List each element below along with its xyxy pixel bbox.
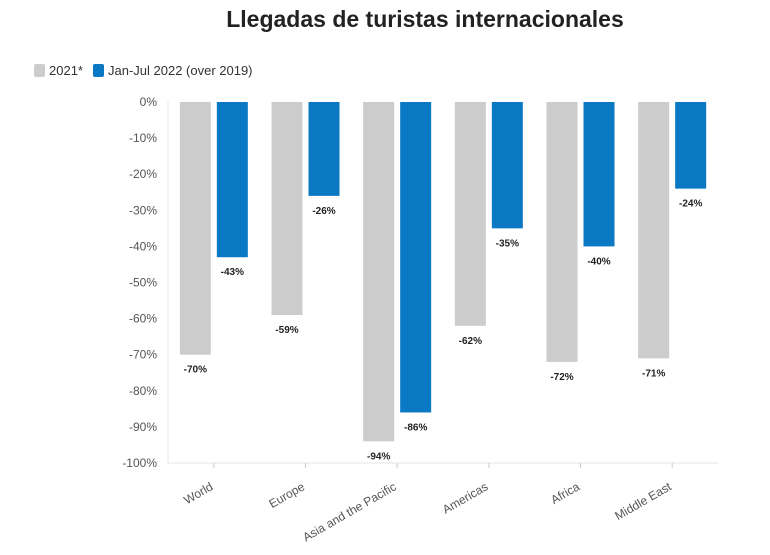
bar xyxy=(216,102,248,258)
y-tick-label: -90% xyxy=(129,420,157,434)
y-tick-label: -60% xyxy=(129,312,157,326)
bar xyxy=(179,102,211,355)
y-tick-label: -30% xyxy=(129,203,157,217)
data-label: -94% xyxy=(367,451,390,462)
legend-item-2022[interactable]: Jan-Jul 2022 (over 2019) xyxy=(92,63,253,78)
x-tick-label: World xyxy=(181,479,215,507)
x-tick-label: Africa xyxy=(548,479,582,507)
legend-label-2022: Jan-Jul 2022 (over 2019) xyxy=(107,63,253,78)
legend-item-2021[interactable]: 2021* xyxy=(34,63,83,78)
bar xyxy=(454,102,486,326)
y-tick-label: -50% xyxy=(129,276,157,290)
legend-label-2021: 2021* xyxy=(49,63,83,78)
y-tick-label: -100% xyxy=(122,456,157,470)
y-tick-label: -80% xyxy=(129,384,157,398)
bar xyxy=(308,102,340,196)
y-tick-label: -10% xyxy=(129,131,157,145)
y-tick-label: -20% xyxy=(129,167,157,181)
bar xyxy=(363,102,395,442)
bar xyxy=(638,102,670,359)
x-tick-label: Americas xyxy=(440,479,490,516)
data-label: -43% xyxy=(221,267,244,278)
bar xyxy=(546,102,578,362)
bar xyxy=(491,102,523,229)
data-label: -71% xyxy=(642,368,665,379)
bar xyxy=(583,102,615,247)
legend-swatch-2022 xyxy=(92,64,104,77)
bar xyxy=(400,102,432,413)
legend-swatch-2021 xyxy=(34,64,45,77)
data-label: -26% xyxy=(312,206,335,217)
bar xyxy=(271,102,303,315)
data-label: -40% xyxy=(587,256,610,267)
data-label: -70% xyxy=(184,365,207,376)
data-label: -72% xyxy=(550,372,573,383)
chart-legend: 2021* Jan-Jul 2022 (over 2019) xyxy=(34,63,263,78)
chart-title: Llegadas de turistas internacionales xyxy=(226,6,624,32)
bar xyxy=(675,102,707,189)
y-tick-label: 0% xyxy=(140,95,158,109)
data-label: -59% xyxy=(275,325,298,336)
y-tick-label: -70% xyxy=(129,348,157,362)
y-tick-label: -40% xyxy=(129,239,157,253)
data-label: -62% xyxy=(459,336,482,347)
data-label: -86% xyxy=(404,422,427,433)
x-tick-label: Asia and the Pacific xyxy=(300,479,398,544)
x-tick-label: Middle East xyxy=(612,479,674,523)
data-label: -35% xyxy=(496,238,519,249)
x-tick-label: Europe xyxy=(266,479,307,511)
data-label: -24% xyxy=(679,199,702,210)
